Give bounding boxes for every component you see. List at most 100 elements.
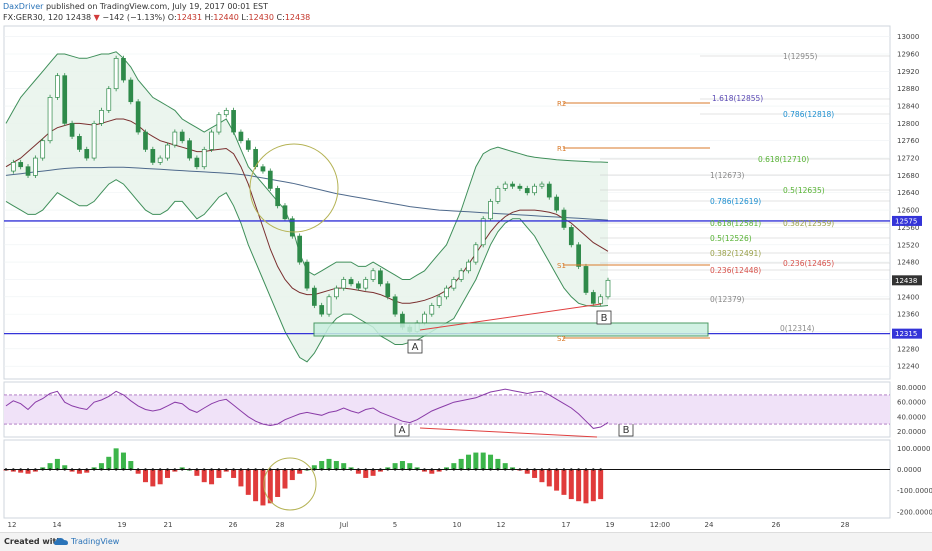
footer: Created with TradingView <box>0 532 932 551</box>
candle-body <box>473 244 479 263</box>
candle-body <box>209 131 214 150</box>
osc-bar <box>480 452 486 470</box>
osc-bar <box>297 469 303 474</box>
osc-bar <box>429 469 435 474</box>
fib-label: 1.618(12855) <box>712 94 763 103</box>
rsi-axis: 80.0000 60.0000 40.0000 20.0000 <box>897 384 926 436</box>
osc-bar <box>245 469 251 495</box>
osc-bar <box>473 452 479 470</box>
candle-body <box>99 110 104 124</box>
divergence-line-price[interactable] <box>419 303 602 331</box>
time-tick: 10 <box>453 521 462 529</box>
candle-body <box>568 227 574 246</box>
price-pane-frame <box>3 25 891 380</box>
candle-body <box>341 279 347 289</box>
cloud-icon <box>54 538 68 545</box>
osc-bar <box>135 469 141 474</box>
osc-bar <box>98 463 104 470</box>
pivot-r1: R1 <box>557 145 566 153</box>
ohlc-open: 12431 <box>176 13 203 22</box>
bollinger-band-fill <box>6 51 608 362</box>
created-with-label: Created with <box>4 537 63 546</box>
osc-tick: 100.0000 <box>897 445 930 453</box>
price-tick: 12520 <box>897 241 919 249</box>
callout-b-rsi: B <box>623 425 630 436</box>
time-tick: 5 <box>393 521 397 529</box>
osc-bar <box>326 458 332 470</box>
highlight-circle[interactable] <box>249 143 339 233</box>
time-tick: 19 <box>118 521 127 529</box>
candle-body <box>546 183 552 198</box>
rsi-tick: 40.0000 <box>897 413 926 421</box>
osc-bar <box>62 465 68 470</box>
callout-a-price: A <box>412 342 419 353</box>
candle-body <box>275 188 280 207</box>
brand-link[interactable]: TradingView <box>54 536 119 546</box>
time-axis: 12 14 19 21 26 28 Jul 5 10 12 17 19 12:00 24 26 28 <box>8 521 850 529</box>
fib-label: 0.618(12581) <box>710 219 761 228</box>
candle-body <box>238 131 244 142</box>
osc-bar <box>502 463 508 470</box>
candle-body <box>502 183 508 189</box>
price-tick: 12560 <box>897 224 919 232</box>
brand-label: TradingView <box>71 536 120 546</box>
candle-body <box>282 205 288 220</box>
candle-body <box>429 305 435 315</box>
osc-bar <box>590 469 596 502</box>
candle-body <box>422 313 427 324</box>
sma-line <box>5 118 609 304</box>
time-tick: 21 <box>164 521 173 529</box>
osc-bar <box>120 452 126 470</box>
tag-resistance <box>892 215 922 226</box>
chart-canvas[interactable]: 1(12955) 1.618(12855) 0.786(12818) 0.618… <box>0 0 932 532</box>
candle-body <box>356 283 361 289</box>
osc-bar <box>568 469 574 500</box>
osc-axis: 100.0000 0.0000 -100.0000 -200.0000 <box>897 445 932 516</box>
pivot-s2: S2 <box>557 335 566 343</box>
last-price: 12438 <box>65 13 92 22</box>
support-zone[interactable] <box>313 322 709 337</box>
osc-highlight-circle[interactable] <box>263 457 317 511</box>
time-tick: 14 <box>53 521 62 529</box>
candle-body <box>311 287 317 306</box>
candle-body <box>370 270 376 280</box>
osc-bar <box>583 469 589 504</box>
candle-body <box>165 144 170 159</box>
osc-bar <box>76 469 82 474</box>
pivot-labels: R2 R1 S1 S2 <box>557 100 566 343</box>
candle-body <box>10 162 16 172</box>
candle-body <box>245 140 251 150</box>
price-tick: 12400 <box>897 293 919 301</box>
candle-body <box>466 261 471 272</box>
fib-label: 0.786(12619) <box>710 197 761 206</box>
candle-body <box>216 114 222 133</box>
author-link[interactable]: DaxDriver <box>3 2 44 11</box>
fib-label: 0.236(12465) <box>783 259 834 268</box>
price-tick: 12480 <box>897 259 919 267</box>
candle-body <box>297 235 303 263</box>
candle-body <box>334 287 339 298</box>
callout-b-price: B <box>601 313 608 324</box>
price-tick: 12600 <box>897 207 919 215</box>
chart-header: DaxDriver published on TradingView.com, … <box>3 2 311 22</box>
time-tick: 12:00 <box>650 521 670 529</box>
tag-resistance-text: 12575 <box>895 217 917 225</box>
price-tick: 12680 <box>897 172 919 180</box>
osc-bar <box>407 463 413 470</box>
osc-bar <box>532 469 538 478</box>
time-tick: 17 <box>562 521 571 529</box>
candle-body <box>157 157 163 163</box>
price-tick: 12240 <box>897 363 919 371</box>
fib-label: 1(12955) <box>783 52 818 61</box>
divergence-line-rsi[interactable] <box>419 427 598 438</box>
osc-bar <box>458 458 464 470</box>
osc-bar <box>54 458 60 470</box>
candle-body <box>561 209 567 228</box>
candle-body <box>458 270 464 280</box>
osc-tick: -100.0000 <box>897 487 932 495</box>
candle-body <box>576 244 581 267</box>
osc-bar <box>157 469 163 485</box>
candle-body <box>106 88 112 111</box>
callout-box <box>596 310 612 325</box>
osc-bar <box>495 458 501 470</box>
